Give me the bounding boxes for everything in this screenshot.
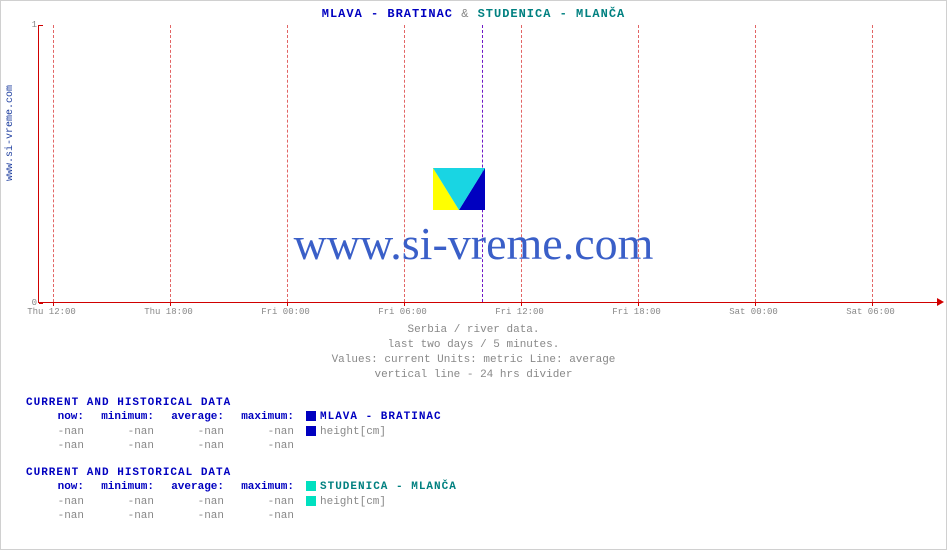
data-row: -nan-nan-nan-nanheight[cm] <box>26 495 463 509</box>
data-row: -nan-nan-nan-nan <box>26 439 448 453</box>
x-tick-label: Sat 00:00 <box>729 307 778 317</box>
data-cell: -nan <box>26 439 96 453</box>
plot-region <box>38 25 938 303</box>
x-tick <box>404 302 405 306</box>
data-cell: -nan <box>166 439 236 453</box>
source-url-side: www.si-vreme.com <box>5 85 16 181</box>
data-block-heading: CURRENT AND HISTORICAL DATA <box>26 396 448 410</box>
data-cell: -nan <box>26 425 96 439</box>
x-gridline <box>404 25 405 302</box>
x-tick-label: Thu 18:00 <box>144 307 193 317</box>
data-cell: -nan <box>166 509 236 523</box>
data-row: -nan-nan-nan-nan <box>26 509 463 523</box>
x-tick <box>170 302 171 306</box>
x-tick <box>755 302 756 306</box>
data-col-header: average: <box>166 410 236 424</box>
data-col-header: now: <box>26 480 96 494</box>
x-tick <box>521 302 522 306</box>
caption-line-2: last two days / 5 minutes. <box>1 338 946 353</box>
chart-area: 01Thu 12:00Thu 18:00Fri 00:00Fri 06:00Fr… <box>28 25 940 303</box>
data-col-header: now: <box>26 410 96 424</box>
y-tick <box>39 25 43 26</box>
x-tick-label: Fri 18:00 <box>612 307 661 317</box>
x-tick-label: Sat 06:00 <box>846 307 895 317</box>
data-col-header: maximum: <box>236 410 306 424</box>
data-cell: -nan <box>96 439 166 453</box>
data-table: now:minimum:average:maximum: STUDENICA - … <box>26 480 463 523</box>
var-swatch-icon <box>306 426 316 436</box>
x-tick <box>638 302 639 306</box>
data-cell: -nan <box>166 495 236 509</box>
var-label: height[cm] <box>306 495 463 509</box>
caption-line-4: vertical line - 24 hrs divider <box>1 368 946 383</box>
title-series-1: MLAVA - BRATINAC <box>322 7 453 21</box>
data-block-1: CURRENT AND HISTORICAL DATAnow:minimum:a… <box>26 396 448 453</box>
title-ampersand: & <box>461 7 469 21</box>
data-cell: -nan <box>26 495 96 509</box>
x-gridline <box>287 25 288 302</box>
watermark-logo-icon <box>433 168 485 210</box>
chart-title: MLAVA - BRATINAC & STUDENICA - MLANČA <box>1 1 946 21</box>
title-series-2: STUDENICA - MLANČA <box>478 7 626 21</box>
data-block-2: CURRENT AND HISTORICAL DATAnow:minimum:a… <box>26 466 463 523</box>
data-header-row: now:minimum:average:maximum: MLAVA - BRAT… <box>26 410 448 424</box>
data-col-header: minimum: <box>96 410 166 424</box>
series-name: MLAVA - BRATINAC <box>320 411 442 423</box>
data-cell: -nan <box>166 425 236 439</box>
var-swatch-icon <box>306 496 316 506</box>
caption-line-1: Serbia / river data. <box>1 323 946 338</box>
x-tick-label: Fri 00:00 <box>261 307 310 317</box>
x-gridline <box>521 25 522 302</box>
series-swatch-icon <box>306 481 316 491</box>
data-col-header: maximum: <box>236 480 306 494</box>
data-block-heading: CURRENT AND HISTORICAL DATA <box>26 466 463 480</box>
24h-divider-line <box>482 25 483 302</box>
x-gridline <box>755 25 756 302</box>
data-cell: -nan <box>236 425 306 439</box>
data-cell: -nan <box>96 495 166 509</box>
series-name: STUDENICA - MLANČA <box>320 481 457 493</box>
series-cell: STUDENICA - MLANČA <box>306 480 463 494</box>
data-cell: -nan <box>26 509 96 523</box>
data-cell: -nan <box>96 509 166 523</box>
chart-caption: Serbia / river data. last two days / 5 m… <box>1 323 946 382</box>
y-tick <box>39 303 43 304</box>
series-cell: MLAVA - BRATINAC <box>306 410 448 424</box>
data-row: -nan-nan-nan-nanheight[cm] <box>26 425 448 439</box>
x-tick-label: Thu 12:00 <box>27 307 76 317</box>
data-col-header: minimum: <box>96 480 166 494</box>
empty-cell <box>306 439 448 453</box>
x-gridline <box>170 25 171 302</box>
data-header-row: now:minimum:average:maximum: STUDENICA - … <box>26 480 463 494</box>
caption-line-3: Values: current Units: metric Line: aver… <box>1 353 946 368</box>
y-tick-label: 1 <box>32 20 37 30</box>
data-col-header: average: <box>166 480 236 494</box>
x-tick <box>287 302 288 306</box>
x-tick-label: Fri 06:00 <box>378 307 427 317</box>
data-cell: -nan <box>236 509 306 523</box>
x-gridline <box>872 25 873 302</box>
data-table: now:minimum:average:maximum: MLAVA - BRAT… <box>26 410 448 453</box>
x-gridline <box>638 25 639 302</box>
series-swatch-icon <box>306 411 316 421</box>
var-label: height[cm] <box>306 425 448 439</box>
x-axis-arrow-icon <box>937 298 944 306</box>
x-gridline <box>53 25 54 302</box>
empty-cell <box>306 509 463 523</box>
x-tick <box>872 302 873 306</box>
data-cell: -nan <box>236 439 306 453</box>
data-cell: -nan <box>236 495 306 509</box>
data-cell: -nan <box>96 425 166 439</box>
x-tick <box>53 302 54 306</box>
x-tick-label: Fri 12:00 <box>495 307 544 317</box>
